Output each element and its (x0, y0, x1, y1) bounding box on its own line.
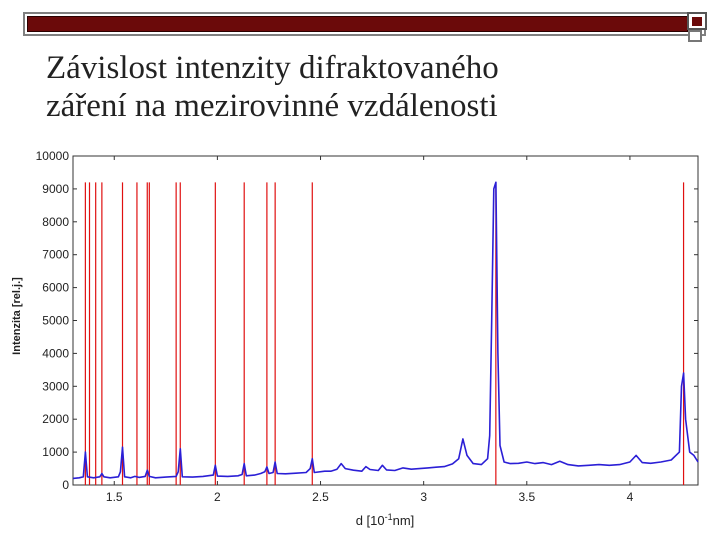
slide-title-line-2: záření na mezirovinné vzdálenosti (46, 88, 498, 124)
x-tick-label-0: 1.5 (106, 490, 123, 504)
y-tick-label-2: 2000 (42, 412, 69, 426)
x-axis-label-main: d [10 (356, 513, 385, 528)
x-tick-label-2: 2.5 (312, 490, 329, 504)
y-tick-label-6: 6000 (42, 281, 69, 295)
y-tick-label-8: 8000 (42, 215, 69, 229)
series-line-0 (72, 181, 699, 480)
y-tick-label-1: 1000 (42, 445, 69, 459)
y-tick-label-4: 4000 (42, 346, 69, 360)
y-tick-label-3: 3000 (42, 379, 69, 393)
diffraction-chart: 0 1000 2000 3000 4000 5000 6000 7000 8000 9000 100… (11, 149, 699, 528)
x-axis-label-unit: nm] (393, 513, 415, 528)
decoration-bar-fill (27, 16, 688, 32)
title-decoration-bar (23, 12, 706, 36)
y-tick-label-5: 5000 (42, 314, 69, 328)
x-tick-label-1: 2 (214, 490, 221, 504)
decoration-square-small (688, 30, 702, 42)
slide-title: Závislost intenzity difraktovaného zářen… (46, 49, 686, 125)
x-tick-label-4: 3.5 (518, 490, 535, 504)
x-tick-label-5: 4 (627, 490, 634, 504)
x-axis-label: d [10-1nm] (356, 512, 415, 528)
x-tick-label-3: 3 (420, 490, 427, 504)
y-axis-label: Intenzita [rel.j.] (11, 277, 23, 355)
y-tick-label-7: 7000 (42, 248, 69, 262)
x-axis-label-superscript: -1 (385, 512, 393, 522)
decoration-square-large (687, 12, 707, 30)
y-tick-label-10: 10000 (36, 149, 70, 163)
slide-title-line-1: Závislost intenzity difraktovaného (46, 50, 499, 86)
y-tick-label-0: 0 (62, 478, 69, 492)
y-tick-label-9: 9000 (42, 182, 69, 196)
plot-area-frame (72, 155, 699, 486)
